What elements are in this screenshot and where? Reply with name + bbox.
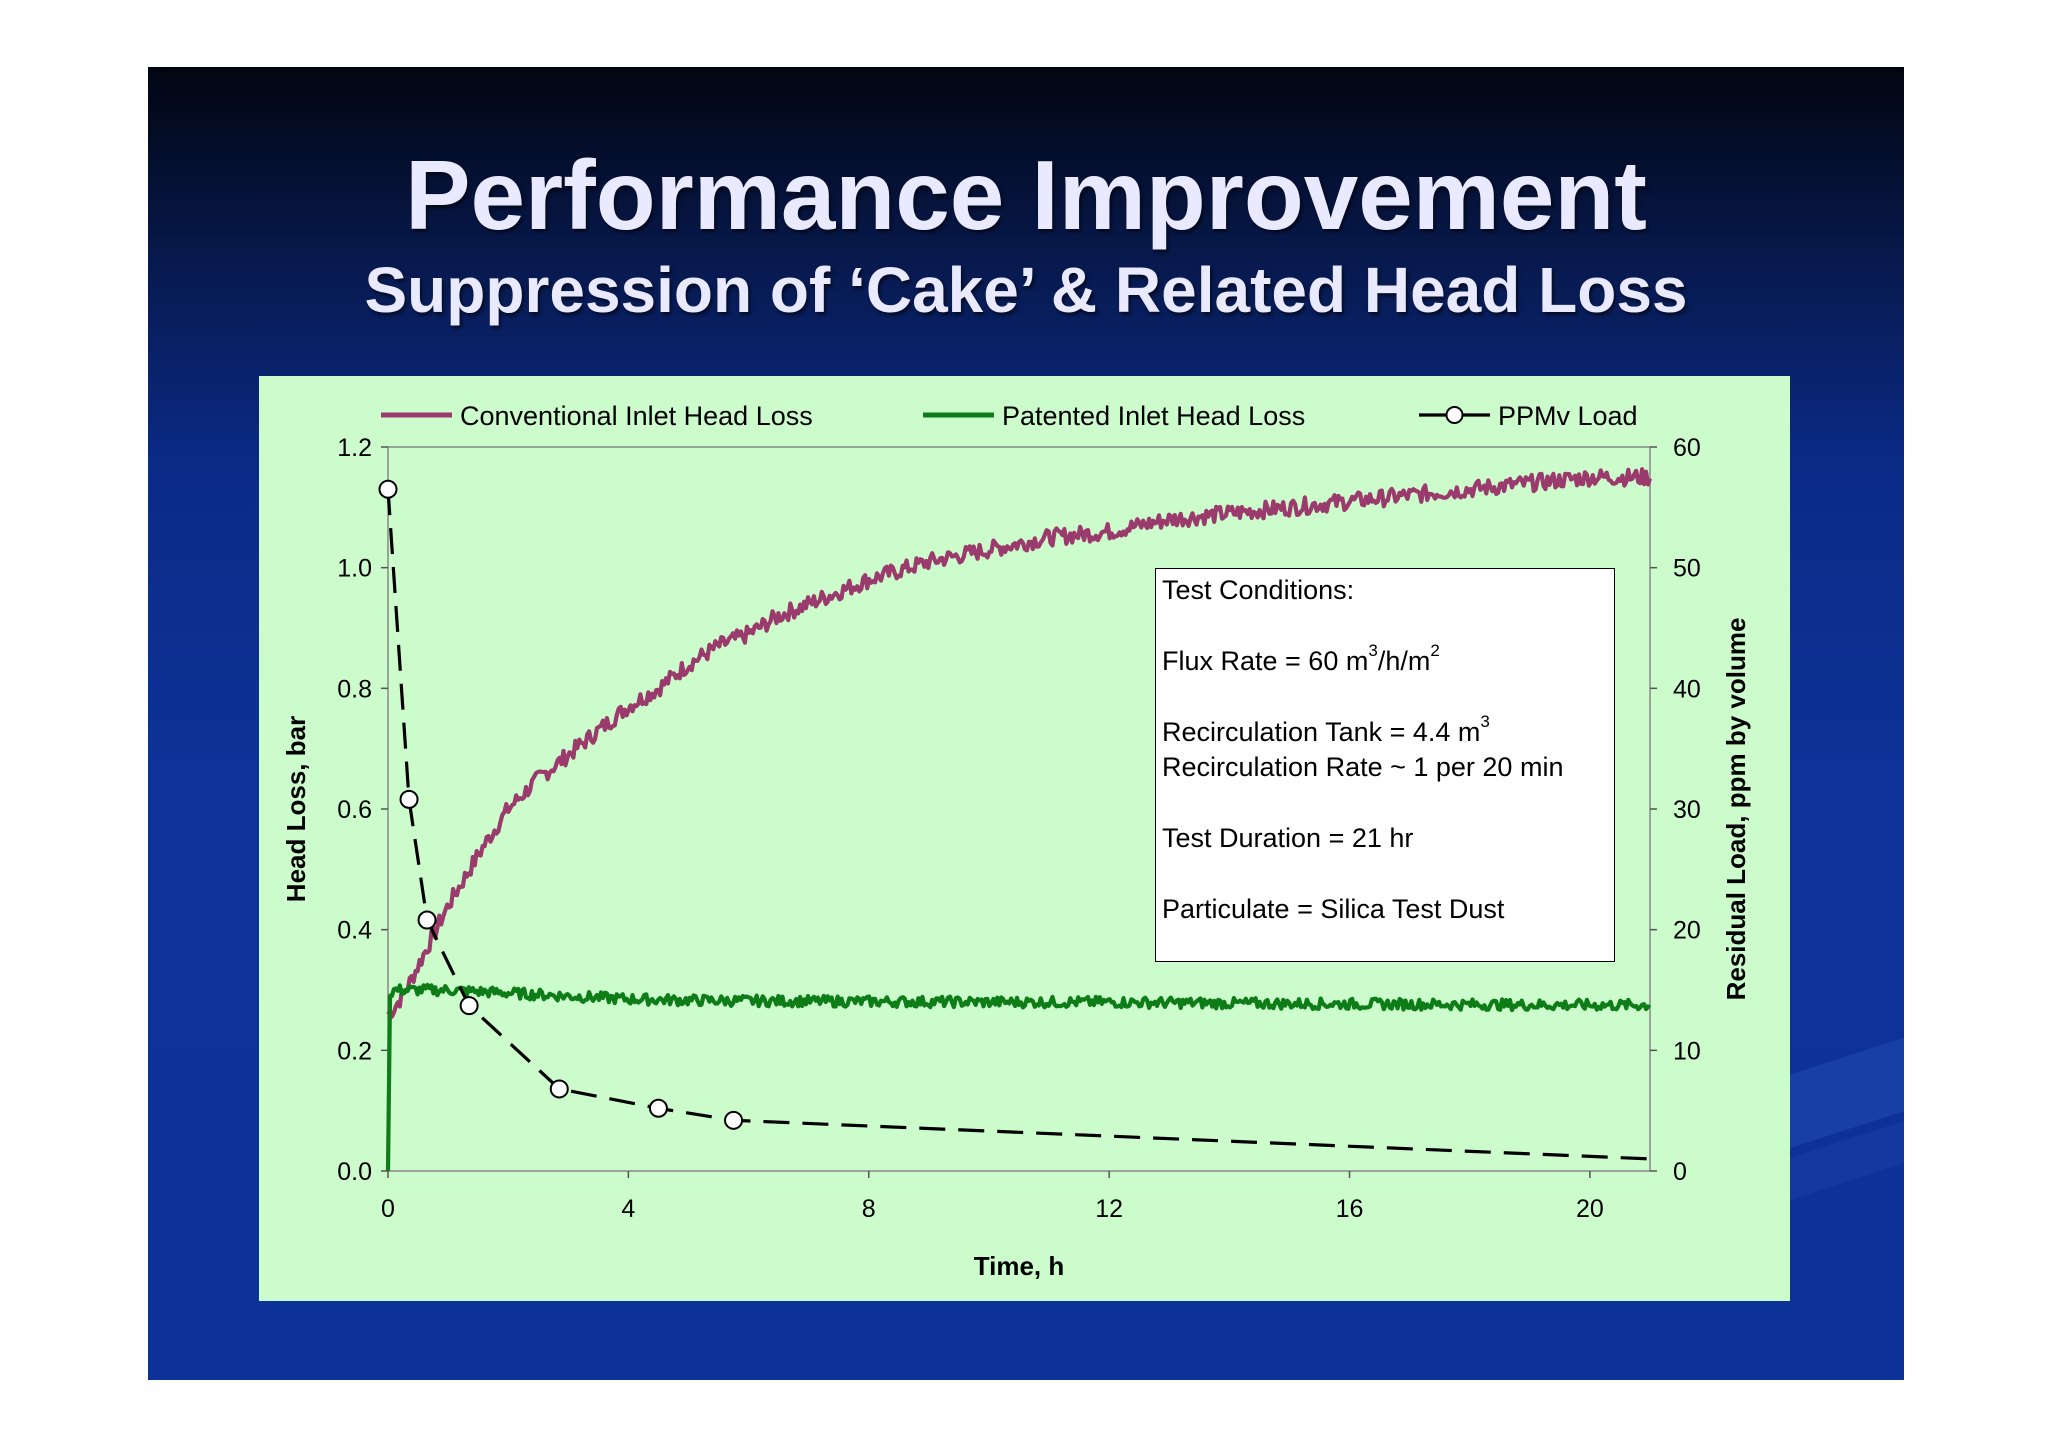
y2-tick-label: 50 [1673,555,1701,583]
y-tick-label: 1.2 [337,434,372,462]
slide-subtitle: Suppression of ‘Cake’ & Related Head Los… [364,254,1688,326]
series-ppmv-line [386,489,1651,1161]
x-tick-label: 20 [1576,1195,1604,1223]
legend-label-1: Conventional Inlet Head Loss [460,401,813,431]
ppmv-marker [459,996,479,1016]
y2-tick-label: 30 [1673,796,1701,824]
legend-label-3: PPMv Load [1498,401,1638,431]
ppmv-marker [549,1079,569,1099]
y-tick-label: 0.8 [337,675,372,703]
x-tick-label: 8 [862,1195,876,1223]
ppmv-marker [417,910,437,930]
y2-tick-label: 20 [1673,917,1701,945]
y-tick-label: 0.4 [337,917,372,945]
y-tick-label: 0.0 [337,1158,372,1186]
legend-marker [1445,406,1464,424]
y-tick-label: 0.2 [337,1037,372,1065]
conditions-flux-rate: Flux Rate = 60 m3/h/m2 [1162,641,1440,676]
series-conventional-line [386,467,1652,1019]
slide-background: Performance Improvement Suppression of ‘… [148,67,1904,1380]
x-tick-label: 12 [1095,1195,1123,1223]
y-tick-label: 1.0 [337,555,372,583]
slide-title: Performance Improvement [405,140,1647,250]
x-tick-label: 16 [1336,1195,1364,1223]
chart-panel: 0 4 8 12 16 20 0.0 0.2 0.4 0.6 0.8 1.0 1.2 0 10 20 30 40 5… [259,376,1790,1301]
test-conditions-box: Test Conditions: Flux Rate = 60 m3/h/m2 … [1155,568,1615,962]
y2-tick-label: 40 [1673,675,1701,703]
x-axis-title: Time, h [974,1251,1065,1281]
y-axis-title: Head Loss, bar [281,716,311,902]
conditions-recirculation-tank: Recirculation Tank = 4.4 m3 [1162,712,1490,747]
conditions-particulate: Particulate = Silica Test Dust [1162,894,1505,924]
series-patented-line [385,982,1652,1172]
y2-tick-label: 10 [1673,1037,1701,1065]
legend-label-2: Patented Inlet Head Loss [1002,401,1305,431]
y-tick-label: 0.6 [337,796,372,824]
y2-tick-label: 0 [1673,1158,1687,1186]
ppmv-marker [648,1098,668,1118]
conditions-recirculation-rate: Recirculation Rate ~ 1 per 20 min [1162,752,1564,782]
ppmv-marker [724,1110,744,1130]
x-tick-label: 0 [381,1195,395,1223]
ppmv-marker [378,479,398,499]
y2-axis-title: Residual Load, ppm by volume [1721,618,1751,1001]
conditions-test-duration: Test Duration = 21 hr [1162,823,1414,853]
ppmv-marker [399,789,419,809]
conditions-heading: Test Conditions: [1162,575,1355,605]
y2-tick-label: 60 [1673,434,1701,462]
x-tick-label: 4 [621,1195,635,1223]
chart-canvas: 0 4 8 12 16 20 0.0 0.2 0.4 0.6 0.8 1.0 1.2 0 10 20 30 40 5… [281,401,1751,1281]
